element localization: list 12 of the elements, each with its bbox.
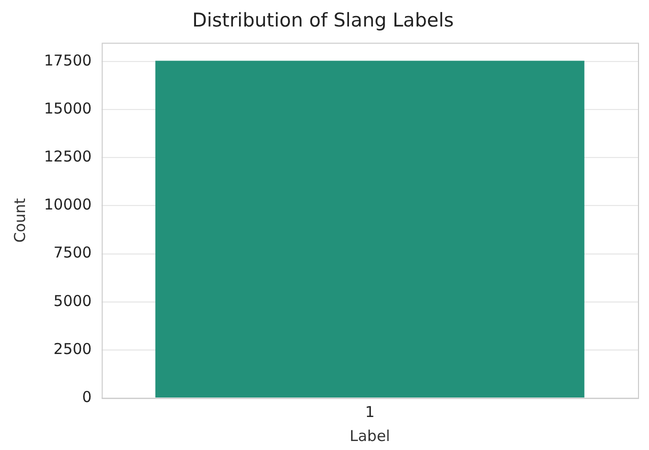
x-axis-title: Label	[350, 426, 390, 445]
chart-title: Distribution of Slang Labels	[192, 9, 454, 32]
y-tick-label: 10000	[44, 196, 92, 214]
y-tick-label: 0	[82, 388, 92, 406]
y-axis-title: Count	[10, 198, 29, 243]
y-tick-label: 2500	[54, 340, 92, 358]
y-tick-label: 7500	[54, 244, 92, 262]
y-tick-label: 15000	[44, 100, 92, 118]
x-tick-label: 1	[365, 402, 375, 421]
y-tick-label: 17500	[44, 51, 92, 70]
y-tick-label: 12500	[44, 148, 92, 166]
y-tick-label: 5000	[54, 292, 92, 310]
